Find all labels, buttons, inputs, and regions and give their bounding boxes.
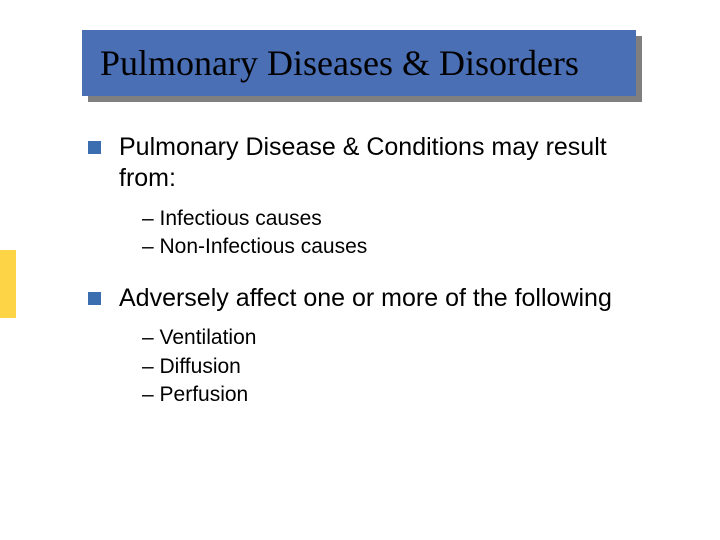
sub-bullet-text: – Perfusion bbox=[142, 381, 668, 409]
title-container: Pulmonary Diseases & Disorders bbox=[82, 30, 636, 96]
sub-list: – Ventilation – Diffusion – Perfusion bbox=[142, 324, 668, 409]
title-box: Pulmonary Diseases & Disorders bbox=[82, 30, 636, 96]
sub-bullet-text: – Infectious causes bbox=[142, 205, 668, 233]
sub-bullet-text: – Diffusion bbox=[142, 353, 668, 381]
square-bullet-icon bbox=[88, 141, 101, 154]
slide-title: Pulmonary Diseases & Disorders bbox=[100, 42, 579, 84]
bullet-item: Pulmonary Disease & Conditions may resul… bbox=[88, 132, 668, 195]
content-area: Pulmonary Disease & Conditions may resul… bbox=[88, 132, 668, 409]
bullet-item: Adversely affect one or more of the foll… bbox=[88, 283, 668, 314]
bullet-text: Adversely affect one or more of the foll… bbox=[119, 283, 612, 314]
sub-list: – Infectious causes – Non-Infectious cau… bbox=[142, 205, 668, 262]
sub-bullet-text: – Non-Infectious causes bbox=[142, 233, 668, 261]
accent-bar bbox=[0, 250, 16, 318]
sub-bullet-text: – Ventilation bbox=[142, 324, 668, 352]
square-bullet-icon bbox=[88, 292, 101, 305]
bullet-text: Pulmonary Disease & Conditions may resul… bbox=[119, 132, 668, 195]
